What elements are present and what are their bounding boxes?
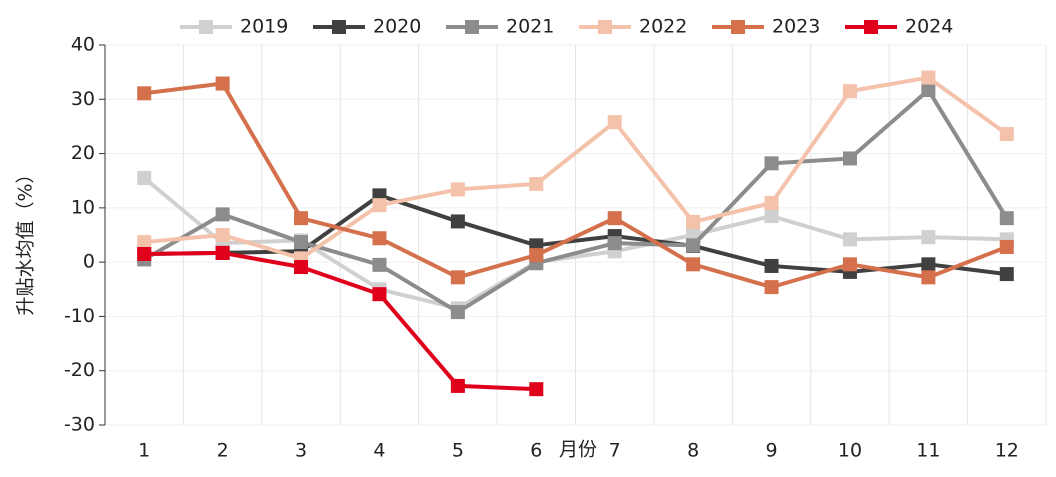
point xyxy=(215,76,230,91)
x-tick-label: 10 xyxy=(838,440,862,462)
point xyxy=(215,245,230,260)
x-tick-label: 2 xyxy=(217,440,229,462)
y-tick-label: 20 xyxy=(71,142,95,164)
x-tick-label: 1 xyxy=(138,440,150,462)
x-tick-label: 11 xyxy=(916,440,940,462)
point xyxy=(764,280,779,295)
point xyxy=(999,267,1014,282)
point xyxy=(372,231,387,246)
point xyxy=(529,248,544,263)
y-tick-label: -10 xyxy=(64,305,95,327)
y-tick-label: -20 xyxy=(64,359,95,381)
legend-label: 2024 xyxy=(905,16,953,38)
point xyxy=(764,195,779,210)
legend-label: 2020 xyxy=(373,16,421,38)
point xyxy=(764,156,779,171)
y-tick-label: 30 xyxy=(71,88,95,110)
point xyxy=(999,211,1014,226)
legend-label: 2019 xyxy=(240,16,288,38)
point xyxy=(137,247,152,261)
series-line xyxy=(143,81,1008,290)
legend-marker xyxy=(199,20,213,34)
legend-marker xyxy=(864,20,878,34)
series-line xyxy=(142,176,1007,311)
legend-marker xyxy=(731,20,745,34)
point xyxy=(921,70,936,85)
point xyxy=(607,236,622,251)
point xyxy=(842,257,857,272)
x-tick-label: 5 xyxy=(452,440,464,462)
point xyxy=(921,83,936,98)
point xyxy=(372,257,387,272)
series-line xyxy=(144,193,1008,277)
series-line xyxy=(144,75,1008,261)
y-axis-label: 升贴水均值（%） xyxy=(15,164,37,315)
point xyxy=(137,86,152,101)
x-tick-label: 3 xyxy=(295,440,307,462)
point xyxy=(450,378,465,393)
point xyxy=(137,171,152,185)
point xyxy=(921,257,936,272)
point xyxy=(372,287,387,302)
x-tick-label: 9 xyxy=(765,440,777,462)
legend-marker xyxy=(598,20,612,34)
point xyxy=(607,115,622,130)
point xyxy=(294,260,309,275)
point xyxy=(999,239,1014,254)
point xyxy=(921,270,936,285)
point xyxy=(450,270,465,285)
x-tick-label: 12 xyxy=(995,440,1019,462)
point xyxy=(529,382,544,397)
x-tick-label: 7 xyxy=(609,440,621,462)
point xyxy=(686,238,701,253)
x-tick-label: 6 xyxy=(530,440,542,462)
y-tick-label: 0 xyxy=(83,251,95,273)
point xyxy=(450,214,465,229)
point xyxy=(215,228,230,242)
point xyxy=(607,211,622,226)
point xyxy=(764,258,779,273)
point xyxy=(999,127,1014,142)
legend-label: 2023 xyxy=(772,16,820,38)
point xyxy=(921,230,936,245)
point xyxy=(294,235,309,250)
point xyxy=(450,305,465,320)
x-axis-label: 月份 xyxy=(559,439,597,461)
x-tick-label: 4 xyxy=(373,440,385,462)
point xyxy=(294,211,309,226)
point xyxy=(842,232,857,247)
point xyxy=(372,198,387,213)
legend-marker xyxy=(332,20,346,34)
y-tick-label: 40 xyxy=(71,34,95,56)
point xyxy=(764,209,779,223)
y-tick-label: -30 xyxy=(64,414,95,436)
series-line xyxy=(144,250,537,392)
point xyxy=(842,84,857,99)
point xyxy=(215,207,230,222)
legend-marker xyxy=(465,20,479,34)
point xyxy=(686,257,701,272)
legend-label: 2022 xyxy=(639,16,687,38)
point xyxy=(686,214,701,229)
legend-label: 2021 xyxy=(506,16,554,38)
point xyxy=(450,182,465,197)
x-tick-label: 8 xyxy=(687,440,699,462)
y-tick-label: 10 xyxy=(71,196,95,218)
point xyxy=(842,151,857,166)
point xyxy=(137,235,152,250)
point xyxy=(529,176,544,191)
series-line xyxy=(143,88,1009,315)
